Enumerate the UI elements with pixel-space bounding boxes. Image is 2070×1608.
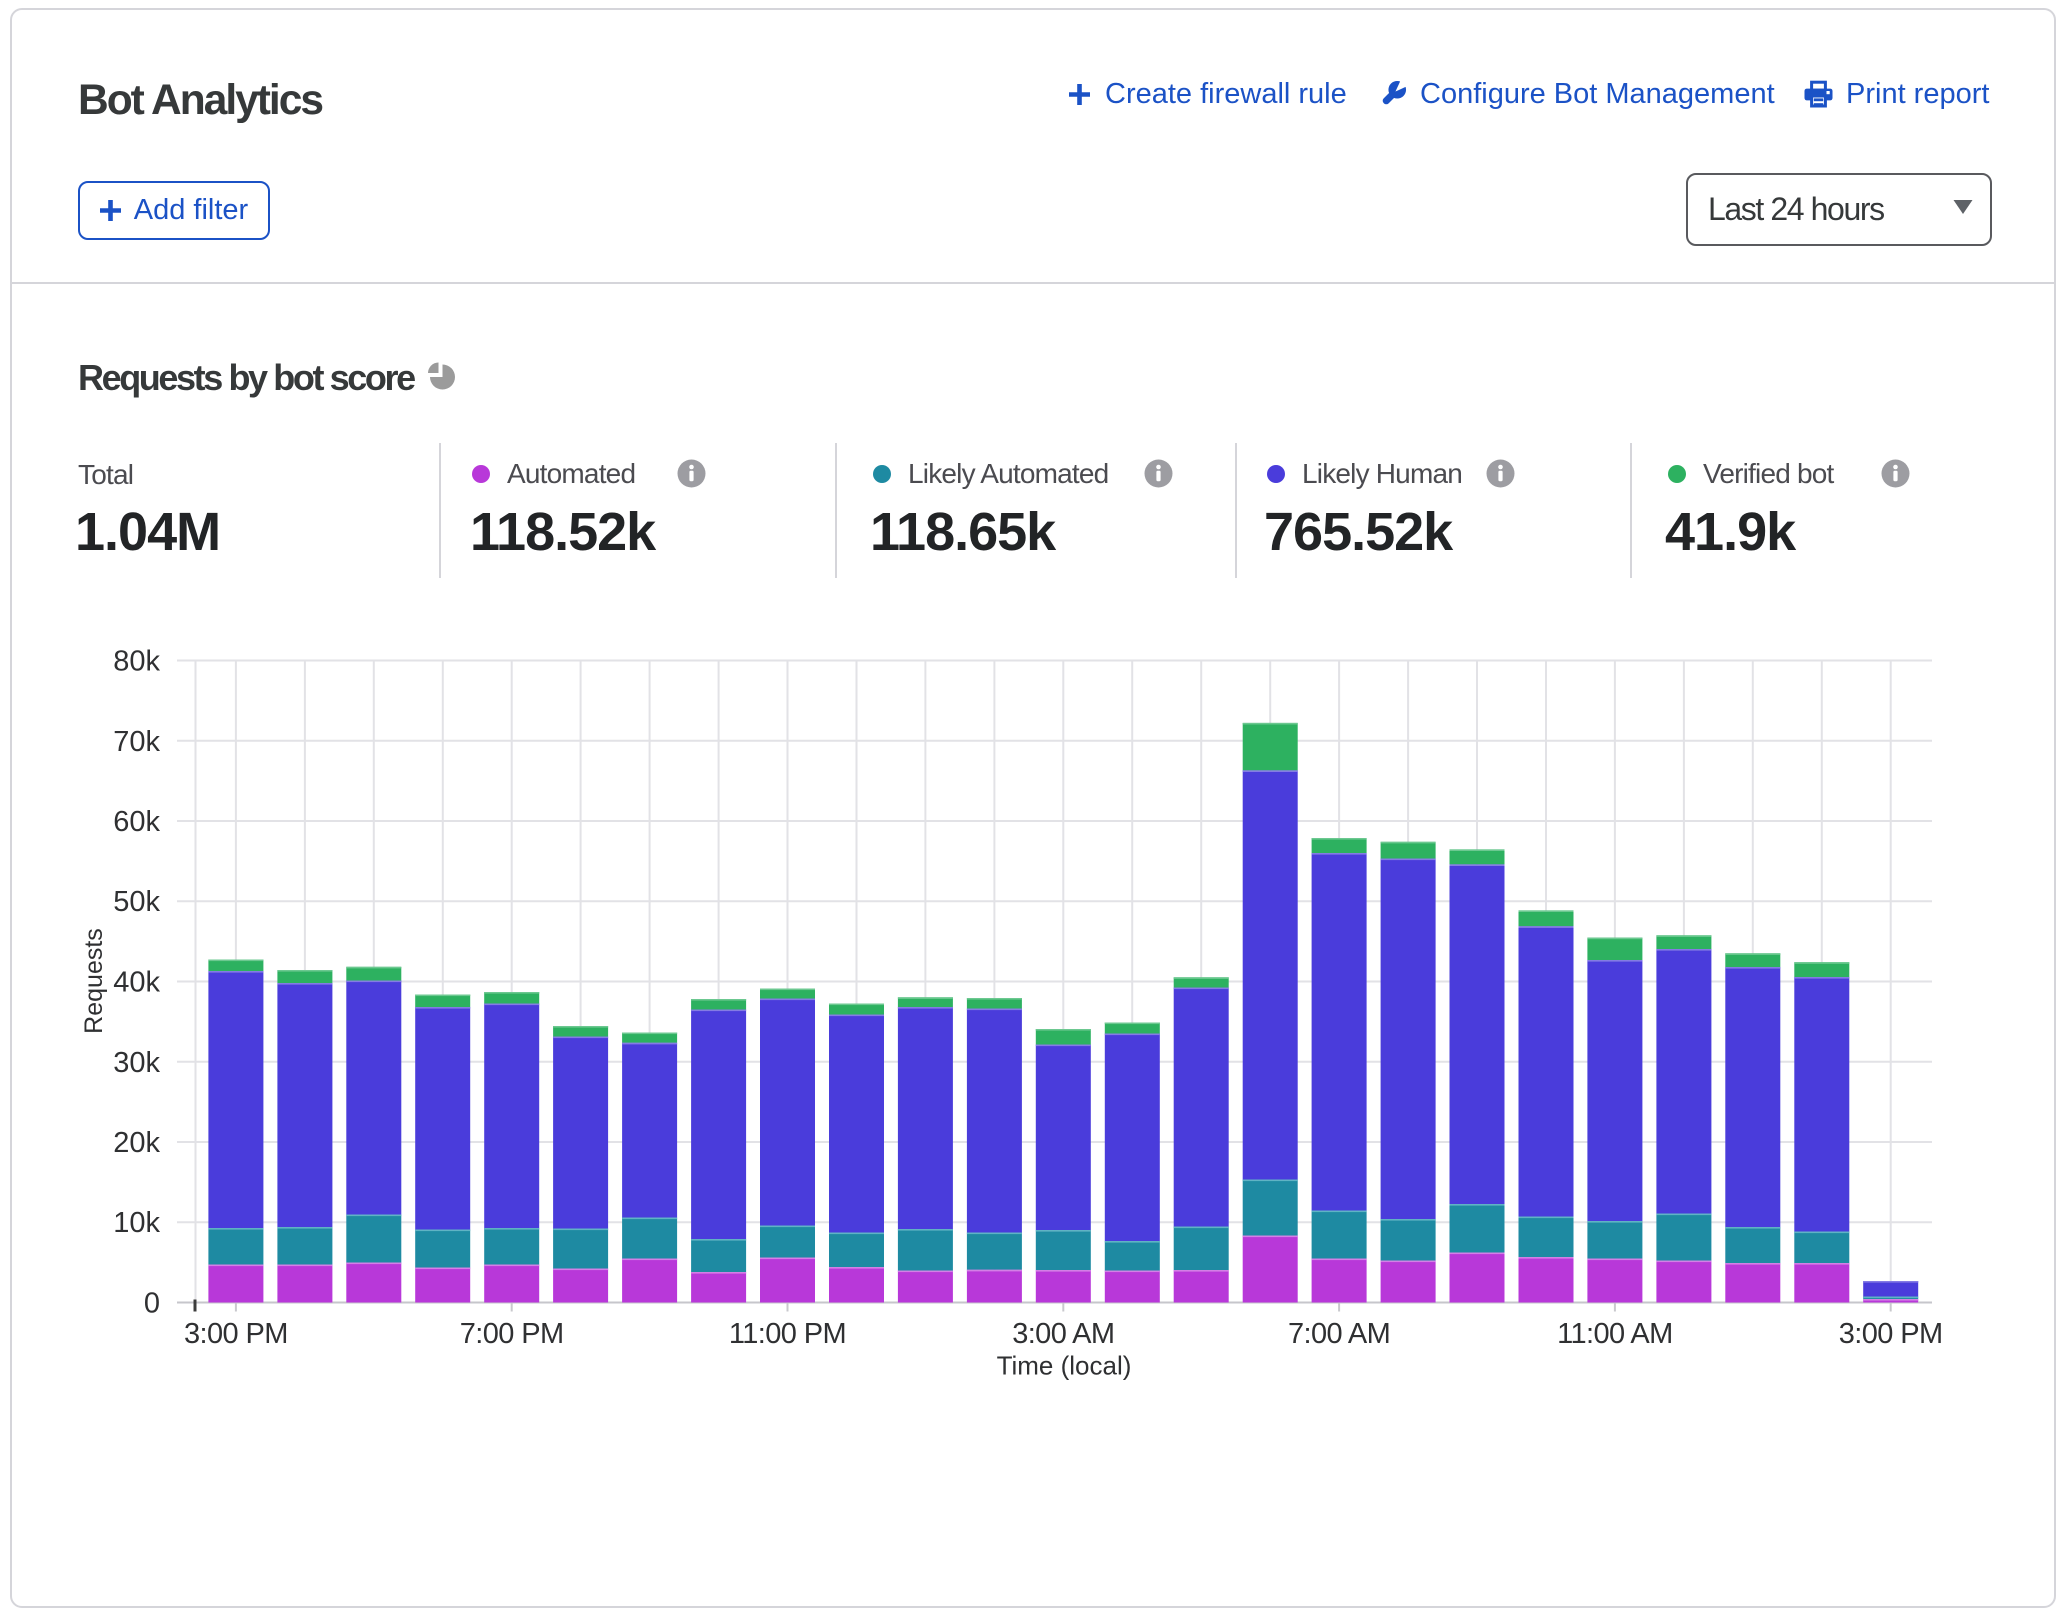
svg-text:Time (local): Time (local) [997, 1351, 1132, 1381]
svg-text:10k: 10k [113, 1207, 160, 1239]
svg-text:20k: 20k [113, 1127, 160, 1159]
svg-text:11:00 AM: 11:00 AM [1557, 1318, 1673, 1350]
svg-text:7:00 PM: 7:00 PM [460, 1318, 564, 1350]
svg-text:3:00 PM: 3:00 PM [184, 1318, 288, 1350]
svg-text:70k: 70k [113, 726, 160, 758]
svg-text:40k: 40k [113, 967, 160, 999]
svg-text:11:00 PM: 11:00 PM [729, 1318, 846, 1350]
svg-text:60k: 60k [113, 806, 160, 838]
svg-text:7:00 AM: 7:00 AM [1288, 1318, 1390, 1350]
svg-text:3:00 PM: 3:00 PM [1839, 1318, 1943, 1350]
svg-text:0: 0 [144, 1288, 160, 1320]
svg-text:3:00 AM: 3:00 AM [1012, 1318, 1114, 1350]
svg-text:30k: 30k [113, 1047, 160, 1079]
svg-text:80k: 80k [113, 646, 160, 678]
svg-text:50k: 50k [113, 886, 160, 918]
svg-text:Requests: Requests [80, 928, 108, 1034]
